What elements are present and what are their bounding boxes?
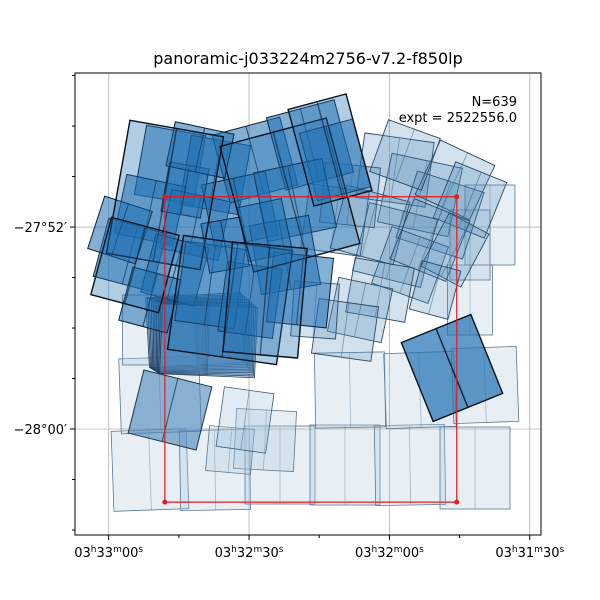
chip-gap-line (220, 220, 230, 270)
exposure-footprint (439, 426, 511, 510)
exposure-footprint (408, 260, 462, 320)
chip-gap-line (123, 226, 147, 304)
chip-gap-line (441, 152, 469, 208)
selection-box-corner (162, 499, 168, 505)
chip-gap-line (408, 424, 412, 506)
selection-box-corner (454, 499, 460, 505)
selection-box (162, 194, 460, 505)
chip-gap-line (374, 262, 386, 318)
exposure-footprint (376, 152, 464, 238)
chip-gap-line (272, 132, 308, 258)
exposure-footprint (432, 161, 508, 239)
exposure-footprint (326, 276, 394, 344)
chip-gap-line (390, 137, 400, 203)
chip-gap-line (316, 101, 344, 199)
chip-gap-line (148, 430, 152, 510)
chip-gap-line (244, 265, 256, 335)
chart-title: panoramic-j033224m2756-v7.2-f850lp (153, 49, 463, 68)
exposure-footprint (244, 425, 316, 505)
chip-gap-line (295, 255, 305, 325)
exposure-footprint (352, 202, 438, 288)
chip-gap-line (325, 126, 345, 194)
chip-gap-line (142, 273, 158, 327)
x-tick-label: 03h32m30s (215, 545, 284, 561)
exposure-footprint (233, 408, 297, 472)
chip-gap-line (213, 429, 217, 511)
selection-box-corner (162, 194, 168, 200)
chip-gap-line (435, 328, 469, 408)
chip-gap-line (263, 410, 267, 470)
chip-gap-line (417, 209, 443, 271)
chip-gap-line (395, 129, 415, 181)
chip-gap-line (259, 245, 271, 355)
axes-frame (74, 72, 542, 536)
chip-gap-line (240, 390, 250, 450)
chip-gap-line (180, 165, 190, 215)
exposure-footprint (309, 424, 381, 506)
chip-gap-line (361, 193, 379, 257)
exposure-footprint (420, 212, 490, 288)
selection-box-corner (454, 194, 460, 200)
exposure-footprints (87, 93, 520, 512)
chip-gap-line (340, 302, 350, 358)
x-tick-label: 03h33m00s (74, 545, 143, 561)
chip-gap-line (386, 210, 404, 280)
exposure-footprint (373, 423, 447, 507)
chip-gap-line (428, 265, 442, 315)
axis-ticks (70, 75, 531, 540)
exposure-footprint (369, 119, 441, 191)
y-tick-label: −28°00′ (14, 423, 67, 438)
chip-gap-line (440, 223, 470, 277)
exposure-footprint (414, 139, 496, 221)
chip-gap-line (227, 427, 233, 473)
chip-gap-line (348, 352, 352, 428)
chip-gap-line (412, 160, 428, 230)
count-annotation: N=639 (472, 95, 517, 110)
chip-gap-line (194, 127, 206, 173)
chip-gap-line (399, 236, 421, 294)
exposure-time-annotation: expt = 2522556.0 (399, 111, 517, 126)
plot-area (70, 72, 542, 540)
exposure-footprint (389, 198, 471, 282)
x-tick-label: 03h31m30s (495, 545, 564, 561)
chip-gap-line (111, 203, 129, 257)
y-tick-label: −27°52′ (14, 221, 67, 236)
x-tick-label: 03h32m00s (355, 545, 424, 561)
chip-gap-line (353, 283, 367, 337)
